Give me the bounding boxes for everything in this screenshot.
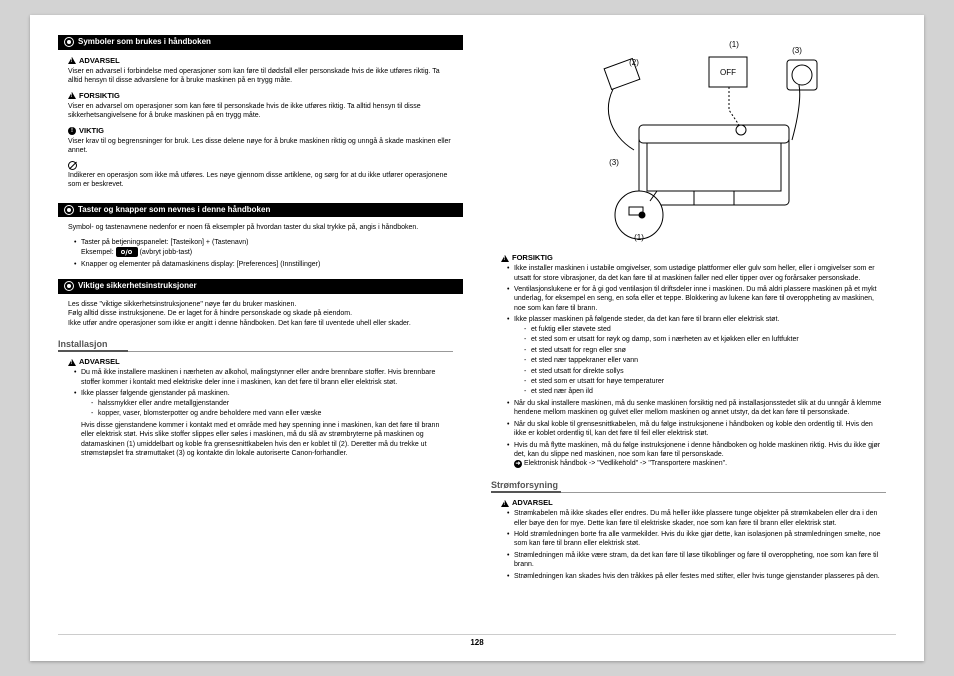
item-continuation: Hvis disse gjenstandene kommer i kontakt… <box>81 422 439 457</box>
item-text: Ikke plasser følgende gjenstander på mas… <box>81 390 230 397</box>
item-text: Hvis du må flytte maskinen, må du følge … <box>514 442 880 458</box>
list-item: Hold strømledningen borte fra alle varme… <box>507 530 886 549</box>
warning-triangle-icon <box>68 359 76 366</box>
section-heading-symbols: Symboler som brukes i håndboken <box>58 35 463 50</box>
prohibit-icon <box>68 161 77 170</box>
warning-advarsel: ADVARSEL <box>501 498 896 508</box>
sub-item: halssmykker eller andre metallgjenstande… <box>91 399 453 408</box>
subsection-power: Strømforsyning <box>491 479 886 493</box>
key-example-prefix: Eksempel: <box>81 249 116 256</box>
svg-text:(1): (1) <box>634 233 644 242</box>
list-item: Når du skal koble til grensesnittkabelen… <box>507 420 886 439</box>
warning-label: ADVARSEL <box>512 498 553 508</box>
manual-page: Symboler som brukes i håndboken ADVARSEL… <box>30 15 924 661</box>
warning-advarsel: ADVARSEL <box>68 357 463 367</box>
list-item: Knapper og elementer på datamaskinens di… <box>74 260 453 269</box>
page-number: 128 <box>58 634 896 647</box>
list-item: Når du skal installere maskinen, må du s… <box>507 399 886 418</box>
list-item: Taster på betjeningspanelet: [Tasteikon]… <box>74 238 453 258</box>
warning-forsiktig: FORSIKTIG <box>501 253 896 263</box>
printer-svg: OFF (1) (1) <box>539 35 849 245</box>
subsection-installation: Installasjon <box>58 338 453 352</box>
important-text: Viser krav til og begrensninger for bruk… <box>68 137 453 156</box>
warning-advarsel: ADVARSEL <box>68 56 463 66</box>
warning-triangle-icon <box>501 255 509 262</box>
columns: Symboler som brukes i håndboken ADVARSEL… <box>58 35 896 630</box>
sub-item: et sted nær åpen ild <box>524 387 886 396</box>
caution-label: FORSIKTIG <box>512 253 553 263</box>
safety-text: Les disse "viktige sikkerhetsinstruksjon… <box>68 300 453 328</box>
warning-text: Viser en advarsel i forbindelse med oper… <box>68 67 453 86</box>
important-label: VIKTIG <box>79 126 104 136</box>
svg-text:(2): (2) <box>629 58 639 67</box>
right-column: OFF (1) (1) <box>491 35 896 630</box>
sub-item: et sted som er utsatt for høye temperatu… <box>524 377 886 386</box>
warning-forsiktig: FORSIKTIG <box>68 91 463 101</box>
section-heading-safety: Viktige sikkerhetsinstruksjoner <box>58 279 463 294</box>
safety-p1: Les disse "viktige sikkerhetsinstruksjon… <box>68 300 453 309</box>
keys-intro: Symbol- og tastenavnene nedenfor er noen… <box>68 223 453 232</box>
sub-item: et sted som er utsatt for røyk og damp, … <box>524 335 886 344</box>
important-circle-icon: ! <box>68 127 76 135</box>
warning-label: ADVARSEL <box>79 56 120 66</box>
section-heading-keys: Taster og knapper som nevnes i denne hån… <box>58 203 463 218</box>
sub-item: kopper, vaser, blomsterpotter og andre b… <box>91 409 453 418</box>
safety-p3: Ikke utfør andre operasjoner som ikke er… <box>68 319 453 328</box>
warning-triangle-icon <box>68 57 76 64</box>
caution-label: FORSIKTIG <box>79 91 120 101</box>
power-warnings: Strømkabelen må ikke skades eller endres… <box>507 509 886 581</box>
list-item: Ikke plasser maskinen på følgende steder… <box>507 315 886 397</box>
reference-arrow-icon: ➜ <box>514 460 522 468</box>
list-item: Strømkabelen må ikke skades eller endres… <box>507 509 886 528</box>
caution-list: Ikke installer maskinen i ustabile omgiv… <box>507 264 886 469</box>
keys-list: Taster på betjeningspanelet: [Tasteikon]… <box>74 238 453 269</box>
list-item: Strømledningen kan skades hvis den tråkk… <box>507 572 886 581</box>
svg-text:(3): (3) <box>792 46 802 55</box>
warning-triangle-icon <box>68 92 76 99</box>
list-item: Ikke plasser følgende gjenstander på mas… <box>74 389 453 458</box>
sub-item: et sted utsatt for regn eller snø <box>524 346 886 355</box>
list-item: Strømledningen må ikke være stram, da de… <box>507 551 886 570</box>
prohibit-text: Indikerer en operasjon som ikke må utfør… <box>68 171 453 190</box>
svg-text:(3): (3) <box>609 158 619 167</box>
sub-item: et sted nær tappekraner eller vann <box>524 356 886 365</box>
safety-p2: Følg alltid disse instruksjonene. De er … <box>68 309 453 318</box>
sublist: et fuktig eller støvete sted et sted som… <box>524 325 886 397</box>
sub-item: et sted utsatt for direkte sollys <box>524 367 886 376</box>
key-icon <box>116 247 138 257</box>
caution-text: Viser en advarsel om operasjoner som kan… <box>68 102 453 121</box>
key-example-line1: Taster på betjeningspanelet: [Tasteikon]… <box>81 239 249 246</box>
reference-text: Elektronisk håndbok -> "Vedlikehold" -> … <box>524 460 727 467</box>
warning-viktig: !VIKTIG <box>68 126 463 136</box>
svg-text:(1): (1) <box>729 40 739 49</box>
list-item: Hvis du må flytte maskinen, må du følge … <box>507 441 886 469</box>
list-item: Ventilasjonslukene er for å gi god venti… <box>507 285 886 313</box>
list-item: Ikke installer maskinen i ustabile omgiv… <box>507 264 886 283</box>
sublist: halssmykker eller andre metallgjenstande… <box>91 399 453 419</box>
sub-item: et fuktig eller støvete sted <box>524 325 886 334</box>
warning-label: ADVARSEL <box>79 357 120 367</box>
install-warnings: Du må ikke installere maskinen i nærhete… <box>74 368 453 458</box>
warning-triangle-icon <box>501 500 509 507</box>
item-text: Ikke plasser maskinen på følgende steder… <box>514 316 779 323</box>
list-item: Du må ikke installere maskinen i nærhete… <box>74 368 453 387</box>
svg-text:OFF: OFF <box>720 68 736 77</box>
key-example-suffix: (avbryt jobb-tast) <box>140 249 193 256</box>
left-column: Symboler som brukes i håndboken ADVARSEL… <box>58 35 463 630</box>
printer-illustration: OFF (1) (1) <box>539 35 849 245</box>
